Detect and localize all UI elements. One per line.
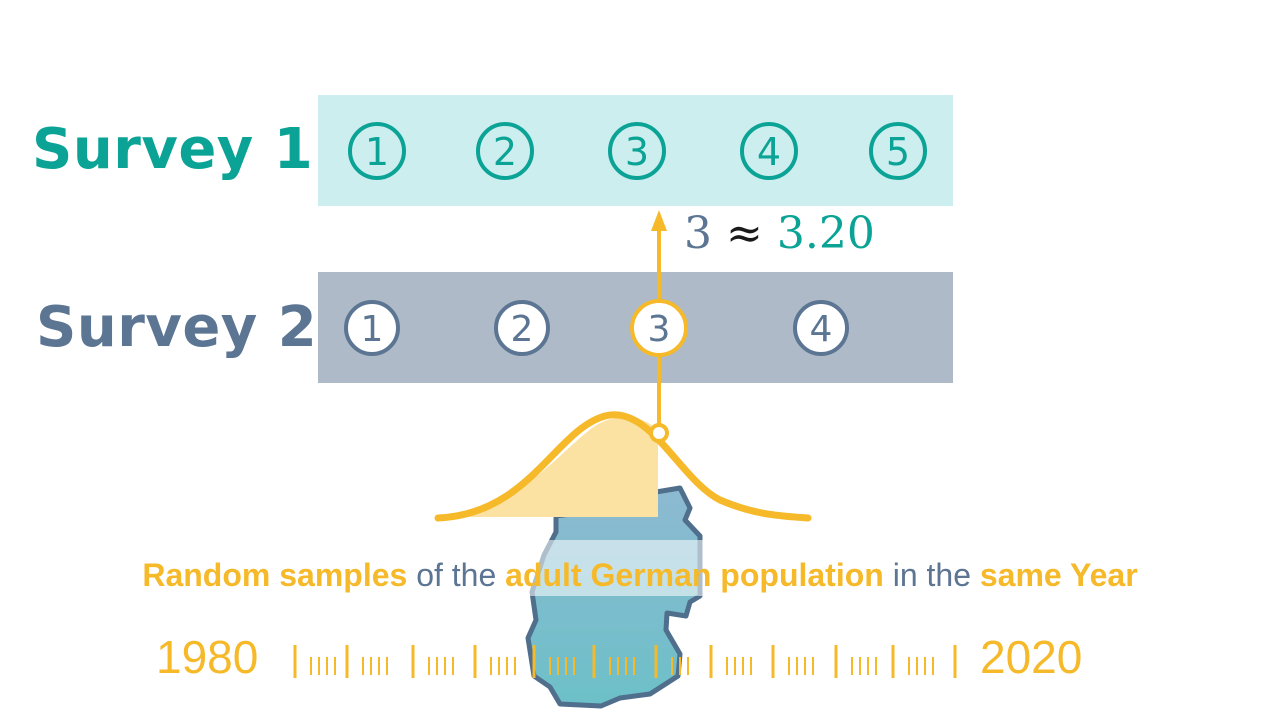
distribution-curve — [434, 411, 812, 522]
mapping-arrow-head — [651, 210, 667, 231]
svg-text:2: 2 — [493, 130, 517, 174]
approx-symbol: ≈ — [726, 208, 763, 259]
survey-2-option-selected: 3 — [630, 299, 688, 357]
map-highlight-band — [528, 540, 706, 596]
survey-2-option: 2 — [494, 300, 550, 356]
svg-text:1: 1 — [365, 130, 389, 174]
caption-population: adult German population — [505, 557, 884, 593]
scale-mapping-equation: 3 ≈3.20 — [684, 212, 875, 256]
svg-text:3: 3 — [648, 309, 671, 350]
survey-2-options: 1 2 4 — [344, 300, 849, 356]
survey-1-option: 1 — [348, 122, 406, 180]
svg-text:4: 4 — [810, 309, 833, 350]
caption-of-the: of the — [416, 557, 497, 593]
survey-1-option: 3 — [608, 122, 666, 180]
survey-2-option: 1 — [344, 300, 400, 356]
caption-in-the: in the — [892, 557, 971, 593]
survey-1-equivalent-value: 3.20 — [776, 208, 875, 259]
timeline-start-year: 1980 — [156, 631, 259, 683]
survey-2-label: Survey 2 — [36, 295, 318, 360]
distribution-fill — [440, 417, 658, 517]
survey-1-option: 5 — [869, 122, 927, 180]
survey-1-option: 2 — [476, 122, 534, 180]
svg-text:1: 1 — [361, 309, 384, 350]
survey-1-label: Survey 1 — [32, 117, 314, 182]
survey-1-options: 1 2 3 4 5 — [348, 122, 927, 180]
caption-random-samples: Random samples — [142, 557, 408, 593]
survey-1-scale-band — [318, 95, 953, 206]
timeline-ruler — [293, 645, 957, 678]
timeline-end-year: 2020 — [980, 631, 1083, 683]
svg-text:3: 3 — [625, 130, 649, 174]
distribution-peak-marker — [649, 423, 669, 443]
survey-2-option: 4 — [793, 300, 849, 356]
survey-1-option: 4 — [740, 122, 798, 180]
caption-same-year: same Year — [979, 557, 1138, 593]
survey-2-value: 3 — [684, 208, 712, 259]
svg-text:4: 4 — [757, 130, 781, 174]
svg-text:2: 2 — [511, 309, 534, 350]
caption: Random samples of the adult German popul… — [0, 556, 1280, 594]
svg-text:5: 5 — [886, 130, 910, 174]
